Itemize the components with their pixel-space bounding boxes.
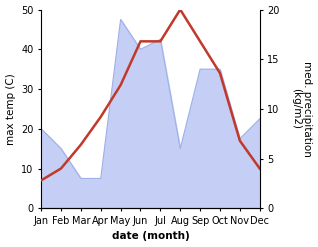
Y-axis label: max temp (C): max temp (C)	[5, 73, 16, 145]
X-axis label: date (month): date (month)	[112, 231, 189, 242]
Y-axis label: med. precipitation
(kg/m2): med. precipitation (kg/m2)	[291, 61, 313, 157]
